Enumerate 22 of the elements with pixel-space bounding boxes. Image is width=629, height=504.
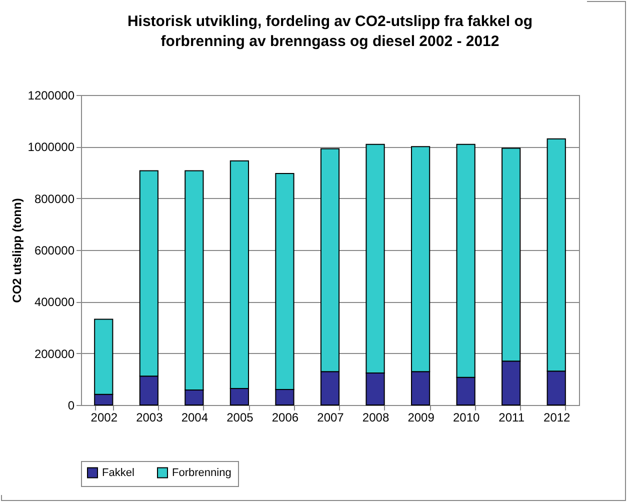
x-tick-label: 2005 [226, 410, 254, 424]
x-tick-label: 2009 [408, 410, 435, 424]
x-tick-label: 2004 [181, 410, 208, 424]
x-tick-label: 2010 [452, 410, 480, 424]
legend-label: Fakkel [102, 466, 134, 479]
x-tick-label: 2008 [362, 410, 390, 424]
y-tick-label: 800000 [34, 192, 75, 206]
y-tick-label: 600000 [34, 244, 75, 258]
x-tick-label: 2007 [317, 410, 344, 424]
x-tick-label: 2002 [90, 410, 118, 424]
x-tick-label: 2003 [136, 410, 164, 424]
y-tick-label: 1000000 [28, 140, 75, 154]
x-tick-label: 2011 [498, 410, 525, 424]
legend-label: Forbrenning [172, 466, 232, 479]
y-tick-label: 400000 [34, 295, 75, 310]
y-tick-label: 1200000 [28, 88, 75, 102]
x-tick-label: 2012 [544, 410, 571, 424]
y-tick-label: 200000 [34, 346, 75, 361]
x-tick-label: 2006 [272, 410, 299, 424]
y-axis-title: CO2 utslipp (tonn) [10, 198, 24, 303]
y-tick-label: 0 [68, 398, 75, 412]
chart-title: Historisk utvikling, fordeling av CO2-utslipp fra fakkel og forbrenning av brenngass og diesel 2002 - 2012 [127, 13, 533, 50]
